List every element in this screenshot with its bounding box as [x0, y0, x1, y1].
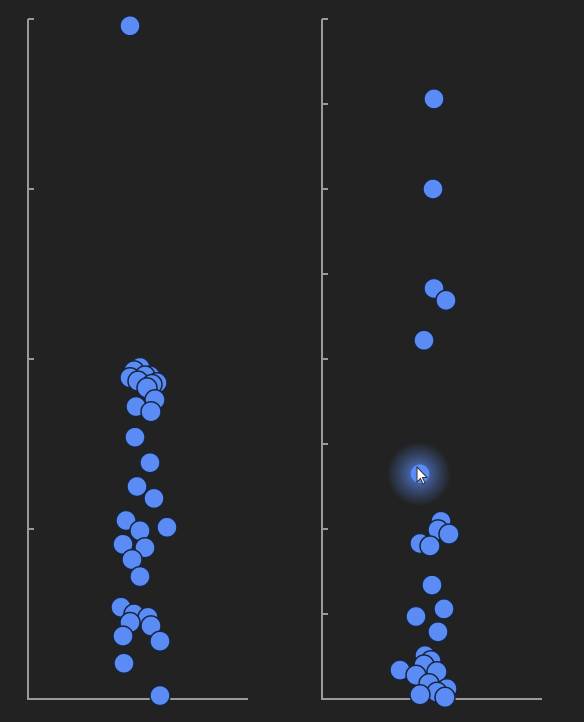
- y-axis-line: [27, 19, 248, 700]
- data-point[interactable]: [113, 652, 135, 675]
- data-point[interactable]: [124, 426, 146, 448]
- data-point[interactable]: [156, 516, 178, 539]
- data-point[interactable]: [112, 625, 134, 647]
- mouse-pointer-icon: [416, 465, 429, 485]
- data-point[interactable]: [139, 451, 161, 474]
- data-point[interactable]: [409, 684, 431, 706]
- cursor: [387, 442, 451, 506]
- data-point[interactable]: [149, 684, 171, 707]
- data-point[interactable]: [422, 178, 444, 200]
- data-point[interactable]: [126, 475, 148, 498]
- data-point[interactable]: [433, 598, 455, 620]
- data-point[interactable]: [119, 15, 141, 37]
- data-point[interactable]: [129, 565, 151, 588]
- y-axis-line: [321, 19, 542, 700]
- data-point[interactable]: [421, 574, 443, 596]
- data-point[interactable]: [435, 289, 457, 312]
- data-point[interactable]: [434, 686, 456, 709]
- data-point[interactable]: [423, 88, 445, 110]
- data-point[interactable]: [405, 605, 427, 628]
- jitter-plot-right: [321, 18, 542, 709]
- data-point[interactable]: [413, 329, 435, 352]
- data-point[interactable]: [419, 535, 441, 557]
- data-point[interactable]: [149, 630, 171, 652]
- data-point[interactable]: [140, 400, 162, 423]
- data-point[interactable]: [427, 621, 449, 643]
- data-point[interactable]: [143, 487, 165, 510]
- jitter-plot-left: [27, 15, 248, 707]
- data-point[interactable]: [438, 523, 460, 545]
